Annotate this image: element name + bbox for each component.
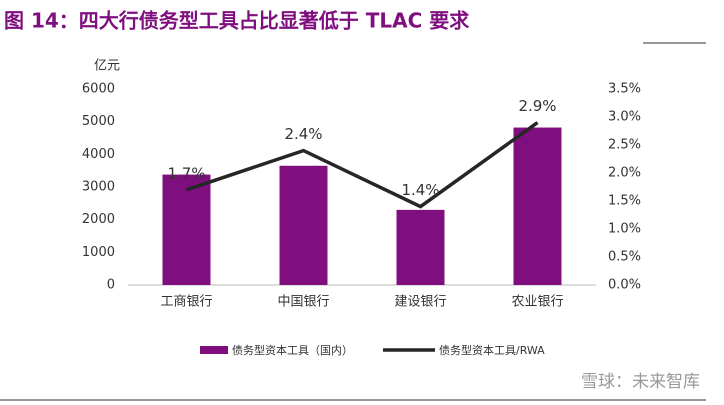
y-tick-label: 2000 xyxy=(82,212,115,227)
y2-tick-label: 3.5% xyxy=(608,82,641,97)
y-tick-label: 0 xyxy=(107,278,115,293)
y2-tick-label: 0.0% xyxy=(608,278,641,293)
bar xyxy=(513,127,562,286)
y2-tick-label: 3.0% xyxy=(608,110,641,125)
y2-tick-label: 2.0% xyxy=(608,166,641,181)
y2-tick-label: 1.0% xyxy=(608,222,641,237)
watermark: 雪球：未来智库 xyxy=(581,372,700,392)
data-label: 1.4% xyxy=(401,181,439,199)
x-tick-label: 农业银行 xyxy=(511,295,563,310)
bar xyxy=(279,165,328,285)
line xyxy=(185,121,539,209)
data-label: 1.7% xyxy=(167,164,205,182)
chart-title: 图 14：四大行债务型工具占比显著低于 TLAC 要求 xyxy=(4,9,470,33)
data-label: 2.4% xyxy=(284,125,322,143)
x-tick-label: 中国银行 xyxy=(277,295,329,310)
legend-label: 债务型资本工具/RWA xyxy=(439,343,545,357)
bar xyxy=(396,209,445,285)
y-tick-label: 4000 xyxy=(82,147,115,162)
x-tick-label: 建设银行 xyxy=(394,295,446,310)
y-tick-label: 6000 xyxy=(82,82,115,97)
y-tick-label: 5000 xyxy=(82,114,115,129)
y2-tick-label: 1.5% xyxy=(608,194,641,209)
data-label: 2.9% xyxy=(518,97,556,115)
y2-tick-label: 0.5% xyxy=(608,250,641,265)
x-tick-label: 工商银行 xyxy=(160,295,212,310)
legend-swatch xyxy=(200,346,228,354)
bar xyxy=(162,174,211,285)
y-tick-label: 3000 xyxy=(82,180,115,195)
legend-label: 债务型资本工具（国内） xyxy=(232,343,353,357)
y-unit: 亿元 xyxy=(94,59,120,74)
y-tick-label: 1000 xyxy=(82,245,115,260)
y2-tick-label: 2.5% xyxy=(608,138,641,153)
